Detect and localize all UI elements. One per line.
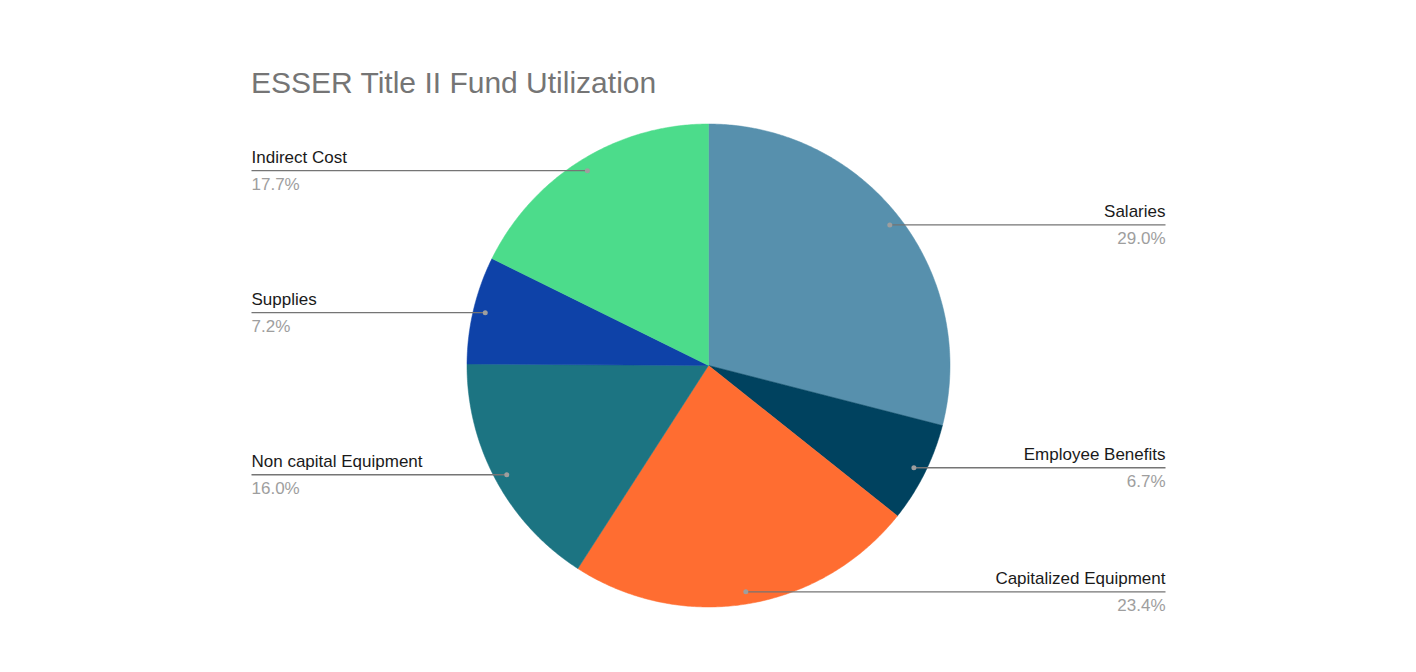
svg-text:Indirect Cost: Indirect Cost (252, 148, 348, 167)
svg-text:Salaries: Salaries (1104, 202, 1165, 221)
svg-text:17.7%: 17.7% (252, 175, 300, 194)
svg-text:Non capital Equipment: Non capital Equipment (252, 452, 423, 471)
svg-text:Capitalized Equipment: Capitalized Equipment (995, 569, 1165, 588)
svg-text:23.4%: 23.4% (1117, 596, 1165, 615)
svg-text:29.0%: 29.0% (1117, 229, 1165, 248)
html-text:ESSER Title II Fund Utilizatio: ESSER Title II Fund Utilization (251, 66, 657, 99)
svg-text:Employee Benefits: Employee Benefits (1024, 445, 1166, 464)
svg-text:6.7%: 6.7% (1127, 472, 1166, 491)
svg-text:7.2%: 7.2% (252, 317, 291, 336)
svg-text:Supplies: Supplies (252, 290, 317, 309)
svg-text:16.0%: 16.0% (252, 479, 300, 498)
